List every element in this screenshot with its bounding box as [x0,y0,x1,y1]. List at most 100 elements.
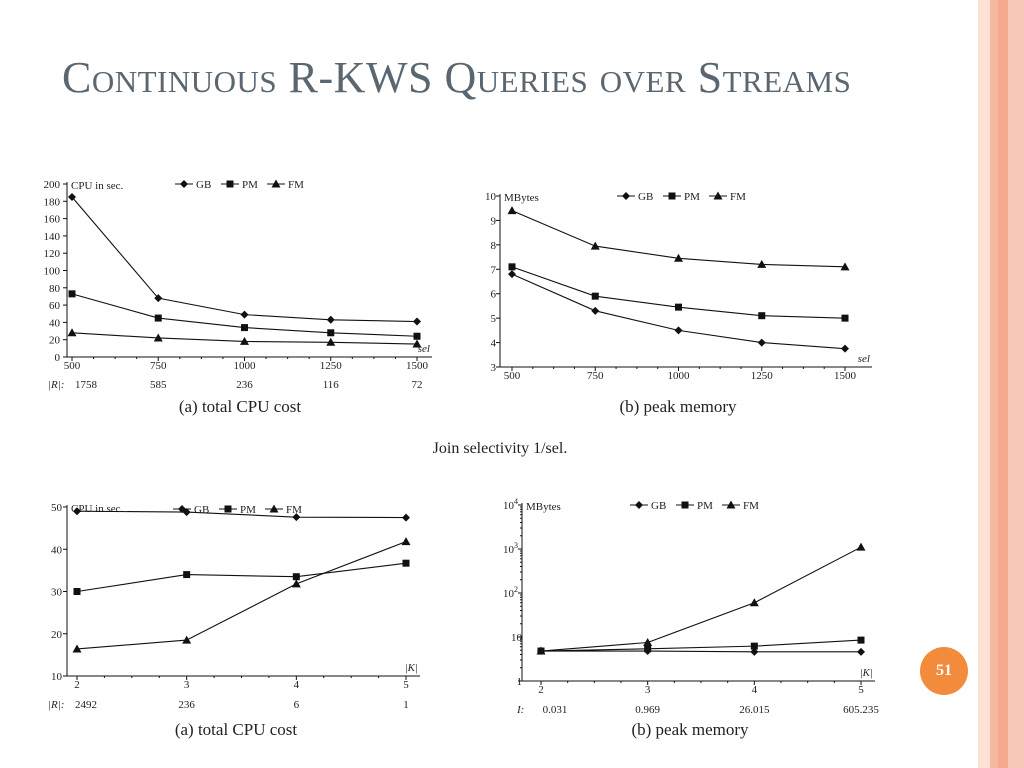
data-point-fm [291,579,301,588]
data-point-fm [643,637,653,646]
stripe-2 [990,0,998,768]
data-point-gb [402,513,410,522]
legend-marker [180,180,188,188]
legend-marker [226,180,234,188]
x-tick-label: 500 [504,370,521,382]
series-line-gb [511,273,846,350]
data-point-fm [856,542,866,551]
series-line-fm [540,546,862,652]
x-tick-label: 3 [645,684,651,696]
series-pm [508,263,849,322]
legend-marker [635,501,643,509]
chart-caption: (a) total CPU cost [179,397,302,416]
legend-entry-gb: GB [630,500,666,512]
x-tick-label: 750 [150,360,167,372]
y-tick-label: 102 [503,585,518,600]
legend-entry-gb: GB [173,504,209,516]
data-point-gb [841,344,849,353]
page-number-badge: 51 [920,647,968,695]
data-point-pm [183,571,191,579]
x-secondary-label: |R|: [48,699,64,711]
legend-label: GB [638,191,653,203]
x-tick-label: 1250 [751,370,774,382]
legend-marker [622,192,630,200]
legend-entry-pm: PM [221,179,258,191]
legend-entry-fm: FM [265,504,302,516]
data-point-pm [857,636,865,644]
data-point-pm [73,588,81,595]
x-secondary-value: 116 [323,379,340,391]
data-point-fm [72,644,82,653]
data-point-fm [749,598,759,607]
series-fm [536,542,866,655]
y-tick-label: 1 [517,676,523,688]
x-tick-label: 1000 [234,360,257,372]
data-point-fm [412,339,422,348]
data-point-pm [241,324,248,332]
data-point-pm [841,314,849,322]
y-tick-label: 60 [49,300,61,312]
x-tick-label: 1000 [668,370,691,382]
y-axis-title: MBytes [526,501,561,513]
x-secondary-value: 605.235 [843,704,879,716]
legend-marker [668,192,676,200]
series-gb [537,647,865,656]
y-tick-label: 4 [491,338,497,350]
y-tick-label: 30 [51,587,63,599]
x-secondary-value: 0.031 [543,704,568,716]
y-tick-label: 20 [51,629,63,641]
legend-marker [178,505,186,513]
x-secondary-value: 72 [412,379,423,391]
legend-entry-gb: GB [175,179,211,191]
y-tick-label: 104 [503,497,518,512]
series-pm [73,559,410,595]
legend-entry-gb: GB [617,191,653,203]
x-axis-title: |K| [860,667,873,679]
legend-label: FM [730,191,746,203]
x-tick-label: 750 [587,370,604,382]
data-point-fm [153,333,163,342]
series-line-gb [71,196,418,323]
series-fm [507,206,850,271]
stripe-3 [998,0,1008,768]
x-secondary-value: 1 [403,699,409,711]
y-tick-label: 100 [44,266,61,278]
x-tick-label: 1250 [320,360,343,372]
y-tick-label: 160 [44,214,61,226]
data-point-pm [413,332,421,340]
y-tick-label: 10 [511,632,523,644]
y-tick-label: 7 [491,264,497,276]
chart-panel-1: 0 20 40 60 80 100 120 140 160 180 200 CPU in sec. 50… [44,179,432,416]
y-tick-label: 8 [491,240,497,252]
data-point-pm [68,290,76,298]
data-point-pm [508,263,516,271]
series-line-gb [76,510,407,519]
x-secondary-label: I: [516,704,524,716]
chart-panel-4: 1 10 102 103 104 MBytes 2 3 4 5 |K| I: 0.031 0.969 26.… [503,497,879,739]
x-tick-label: 5 [858,684,864,696]
y-tick-label: 103 [503,541,518,556]
series-line-pm [540,639,862,652]
data-point-pm [327,329,335,337]
legend-label: FM [743,500,759,512]
x-axis-title: sel [858,353,870,365]
legend-entry-fm: FM [722,500,759,512]
data-point-gb [68,192,76,201]
x-secondary-value: 236 [236,379,253,391]
y-tick-label: 0 [55,352,61,364]
x-secondary-value: 2492 [75,699,97,711]
chart-caption: (a) total CPU cost [175,720,298,739]
legend-entry-pm: PM [219,504,256,516]
data-point-gb [757,338,766,347]
data-point-gb [591,306,600,315]
y-tick-label: 3 [491,362,497,374]
legend-label: GB [196,179,211,191]
legend-marker [224,505,232,513]
series-fm [72,537,411,653]
y-tick-label: 120 [44,248,61,260]
data-point-gb [240,310,249,319]
series-gb [73,507,410,522]
y-tick-label: 5 [491,313,497,325]
data-point-fm [401,537,411,546]
